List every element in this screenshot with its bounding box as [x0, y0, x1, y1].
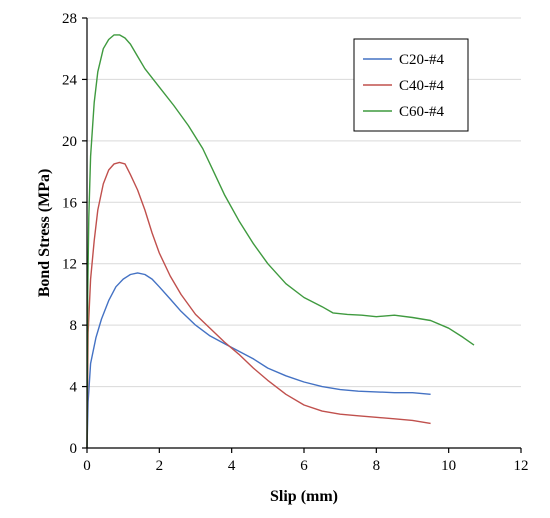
axes — [82, 17, 522, 453]
series-line-c20-4 — [86, 272, 431, 449]
y-tick-label: 20 — [62, 134, 77, 150]
x-tick-label: 2 — [156, 458, 164, 474]
y-tick-label: 8 — [70, 318, 78, 334]
series-line-c40-4 — [86, 161, 431, 449]
y-tick-label: 24 — [62, 72, 78, 88]
legend-label: C20-#4 — [399, 52, 445, 68]
grid-lines — [87, 17, 521, 388]
x-tick-label: 6 — [300, 458, 308, 474]
x-tick-label: 0 — [83, 458, 91, 474]
x-tick-label: 12 — [514, 458, 529, 474]
legend: C20-#4 C40-#4 C60-#4 — [353, 38, 469, 132]
y-tick-label: 28 — [62, 11, 77, 27]
y-tick-label: 0 — [70, 441, 78, 457]
series-lines — [86, 34, 475, 449]
y-axis-title: Bond Stress (MPa) — [36, 169, 53, 298]
x-tick-label: 4 — [228, 458, 236, 474]
legend-label: C60-#4 — [399, 104, 445, 120]
x-axis-title: Slip (mm) — [270, 488, 338, 505]
x-tick-label: 10 — [441, 458, 456, 474]
y-tick-label: 12 — [62, 257, 77, 273]
x-tick-label: 8 — [373, 458, 381, 474]
series-line-c60-4 — [86, 34, 475, 449]
y-tick-label: 4 — [70, 380, 78, 396]
y-tick-label: 16 — [62, 195, 78, 211]
legend-label: C40-#4 — [399, 78, 445, 94]
